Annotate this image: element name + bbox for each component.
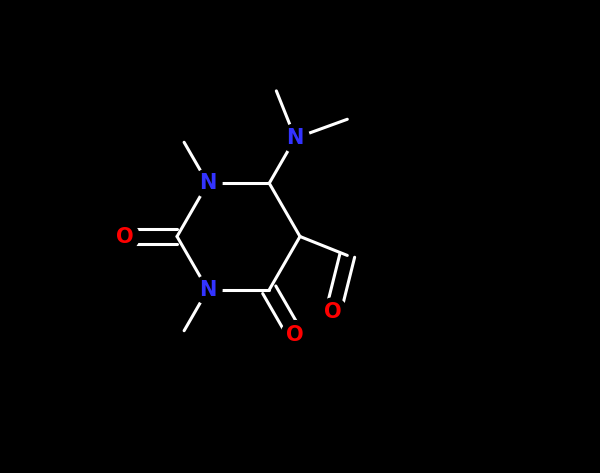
Text: O: O — [286, 325, 304, 345]
Circle shape — [194, 276, 222, 304]
Circle shape — [319, 298, 347, 326]
Text: O: O — [324, 302, 342, 322]
Circle shape — [111, 222, 139, 251]
Circle shape — [281, 124, 310, 152]
Text: N: N — [199, 280, 217, 300]
Circle shape — [281, 321, 310, 349]
Text: N: N — [287, 128, 304, 148]
Circle shape — [194, 169, 222, 197]
Text: N: N — [199, 173, 217, 193]
Text: O: O — [116, 227, 134, 246]
